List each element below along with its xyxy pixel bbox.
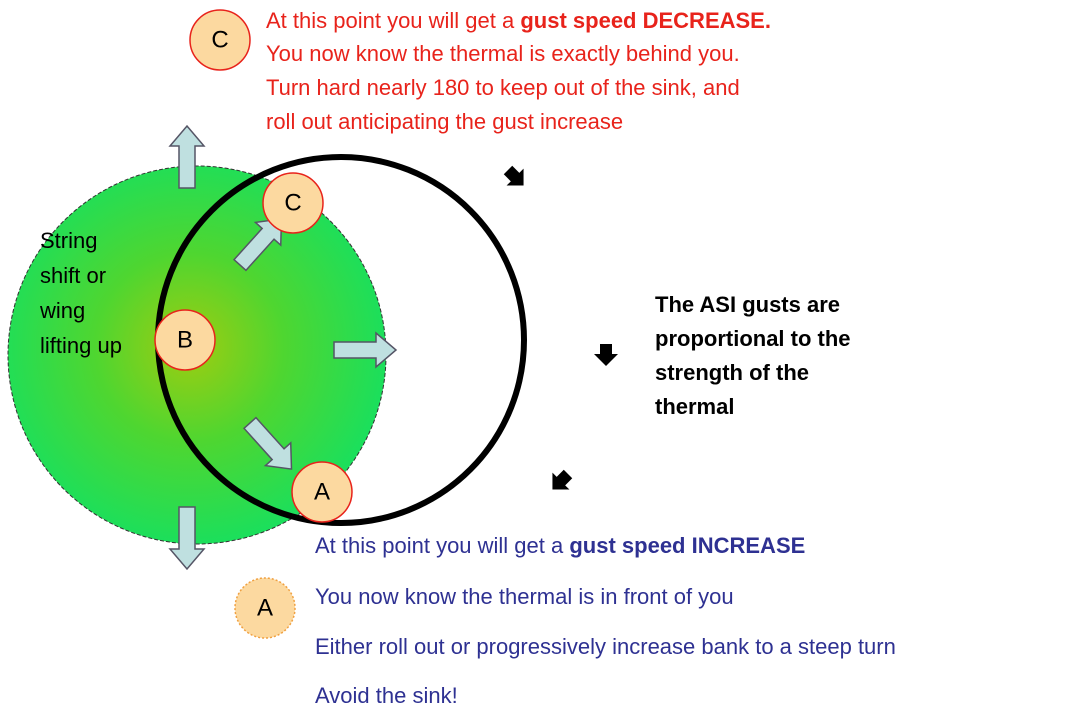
black-arrow — [543, 465, 577, 499]
bottom-note-line: Either roll out or progressively increas… — [315, 634, 896, 659]
asi-note-line: The ASI gusts are — [655, 292, 840, 317]
callout-c-top: C — [189, 9, 251, 71]
top-note-line: roll out anticipating the gust increase — [266, 109, 623, 134]
svg-text:A: A — [257, 595, 273, 622]
bottom-note-line: Avoid the sink! — [315, 683, 458, 708]
top-note-line: You now know the thermal is exactly behi… — [266, 41, 740, 66]
black-arrow — [499, 161, 533, 195]
marker-b: B — [154, 309, 216, 371]
svg-text:A: A — [314, 479, 330, 506]
callout-a-bottom: A — [234, 577, 296, 639]
asi-note-line: strength of the — [655, 360, 809, 385]
side-note-line: shift or — [40, 263, 106, 288]
bottom-note-line: You now know the thermal is in front of … — [315, 584, 734, 609]
top-note-line: Turn hard nearly 180 to keep out of the … — [266, 75, 740, 100]
svg-text:C: C — [211, 27, 228, 54]
svg-text:C: C — [284, 190, 301, 217]
black-arrow — [594, 344, 618, 366]
asi-note-line: thermal — [655, 394, 734, 419]
top-note-lead: At this point you will get a gust speed … — [266, 8, 771, 33]
bottom-note-lead: At this point you will get a gust speed … — [315, 533, 805, 558]
svg-text:B: B — [177, 327, 193, 354]
marker-c: C — [262, 172, 324, 234]
marker-a: A — [291, 461, 353, 523]
asi-note-line: proportional to the — [655, 326, 851, 351]
side-note-line: String — [40, 228, 97, 253]
side-note-line: wing — [39, 298, 85, 323]
side-note-line: lifting up — [40, 333, 122, 358]
